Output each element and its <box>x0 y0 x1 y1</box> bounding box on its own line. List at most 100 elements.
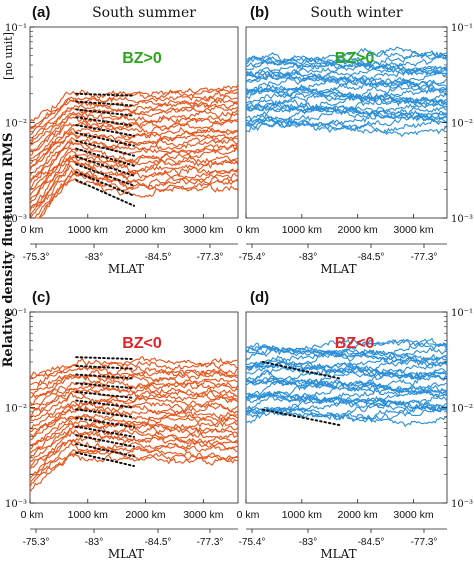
series-line <box>29 105 239 146</box>
x-km-tick-label: 2000 km <box>125 509 166 521</box>
series-line <box>245 362 448 384</box>
dotted-trend-line <box>75 171 135 197</box>
series-line <box>29 143 239 191</box>
dotted-trend-line <box>75 434 135 448</box>
series-line <box>29 373 239 399</box>
panel-title: South summer <box>92 5 196 21</box>
dotted-trend-line <box>75 356 135 361</box>
series-line <box>29 386 239 410</box>
series-line <box>30 406 239 439</box>
series-line <box>245 338 448 356</box>
y-tick-label: 10⁻² <box>5 119 27 130</box>
panel-letter: (b) <box>250 4 269 21</box>
y-axis-unit: [no unit] <box>2 32 15 80</box>
series-line <box>29 429 239 466</box>
series-line <box>29 169 239 219</box>
series-line <box>29 429 239 463</box>
mlat-tick-label: -77.3° <box>197 537 224 548</box>
series-line <box>245 406 448 423</box>
series-line <box>245 84 448 102</box>
series-line <box>29 419 239 450</box>
y-tick-label: 10⁻³ <box>5 214 27 225</box>
panel-3: 10⁻³ 10⁻² 10⁻¹ 0 km 1000 km 2000 km 3000 km -75… <box>237 289 473 561</box>
dotted-trend-line <box>261 408 342 427</box>
mlat-tick-label: -84.5° <box>358 252 385 263</box>
mlat-tick-label: -75.3° <box>23 537 50 548</box>
dotted-trend-line <box>75 373 135 380</box>
series-line <box>29 158 239 210</box>
series-line <box>245 68 448 88</box>
mlat-tick-label: -84.5° <box>145 252 172 263</box>
panel-letter: (d) <box>250 289 269 306</box>
mlat-tick-label: -83° <box>85 252 103 263</box>
dotted-trend-line <box>75 100 135 107</box>
series-line <box>29 423 239 459</box>
series-line <box>29 356 239 378</box>
x-km-tick-label: 0 km <box>21 509 44 521</box>
series-line <box>29 164 239 218</box>
x-km-tick-label: 0 km <box>237 224 260 236</box>
series-line <box>30 172 239 219</box>
series-line <box>29 379 239 406</box>
mlat-axis-label: MLAT <box>108 262 144 276</box>
dotted-trend-line <box>75 139 135 157</box>
series-line <box>29 360 239 379</box>
series-line <box>245 345 448 366</box>
dotted-trend-line <box>75 416 135 429</box>
series-line <box>29 403 239 433</box>
series-line <box>245 396 448 416</box>
y-tick-label: 10⁻² <box>451 404 473 415</box>
y-tick-label: 10⁻² <box>5 404 27 415</box>
y-tick-label: 10⁻³ <box>5 499 27 510</box>
dotted-trend-line <box>75 116 135 127</box>
x-km-tick-label: 3000 km <box>183 224 224 236</box>
dotted-trend-line <box>75 390 135 399</box>
y-tick-label: 10⁻¹ <box>5 23 27 34</box>
mlat-tick-label: -77.3° <box>411 537 438 548</box>
y-axis-label: Relative density fluctuaton RMS <box>1 133 16 368</box>
series-line <box>29 411 239 441</box>
series-line <box>245 46 448 68</box>
panel-0: 10⁻³ 10⁻² 10⁻¹ 0 km 1000 km 2000 km 3000 km -75… <box>5 4 239 276</box>
mlat-axis-label: MLAT <box>320 262 356 276</box>
mlat-tick-label: -75.4° <box>239 537 266 548</box>
mlat-tick-label: -83° <box>85 537 103 548</box>
series-line <box>29 135 239 181</box>
series-line <box>29 119 239 165</box>
y-tick-label: 10⁻³ <box>451 499 473 510</box>
series-line <box>245 52 448 72</box>
series-line <box>29 371 239 395</box>
x-km-tick-label: 2000 km <box>125 224 166 236</box>
condition-label: BZ>0 <box>122 50 162 67</box>
x-km-tick-label: 1000 km <box>68 224 109 236</box>
x-km-tick-label: 2000 km <box>338 509 379 521</box>
series-line <box>29 449 239 488</box>
dotted-trend-line <box>75 364 135 370</box>
condition-label: BZ<0 <box>335 335 375 352</box>
x-km-tick-label: 0 km <box>21 224 44 236</box>
dotted-trend-line <box>75 163 135 187</box>
series-line <box>29 139 239 184</box>
dotted-trend-line <box>75 442 135 458</box>
y-tick-label: 10⁻¹ <box>5 308 27 319</box>
series-line <box>29 126 239 168</box>
series-line <box>245 49 448 68</box>
mlat-axis-label: MLAT <box>108 547 144 561</box>
series-line <box>29 438 239 475</box>
series-line <box>245 358 448 377</box>
y-tick-label: 10⁻¹ <box>451 23 473 34</box>
series-line <box>245 368 448 386</box>
series-line <box>245 110 448 133</box>
series-line <box>29 453 239 493</box>
x-km-tick-label: 3000 km <box>393 509 434 521</box>
series-line <box>246 85 448 105</box>
y-tick-label: 10⁻² <box>451 119 473 130</box>
series-line <box>29 146 239 197</box>
y-axis-label-group: Relative density fluctuaton RMS [no unit… <box>1 32 16 367</box>
dotted-trend-line <box>75 108 135 117</box>
dotted-trend-line <box>75 451 135 468</box>
series-line <box>245 98 448 115</box>
dotted-trend-line <box>75 399 135 409</box>
series-line <box>245 375 448 397</box>
